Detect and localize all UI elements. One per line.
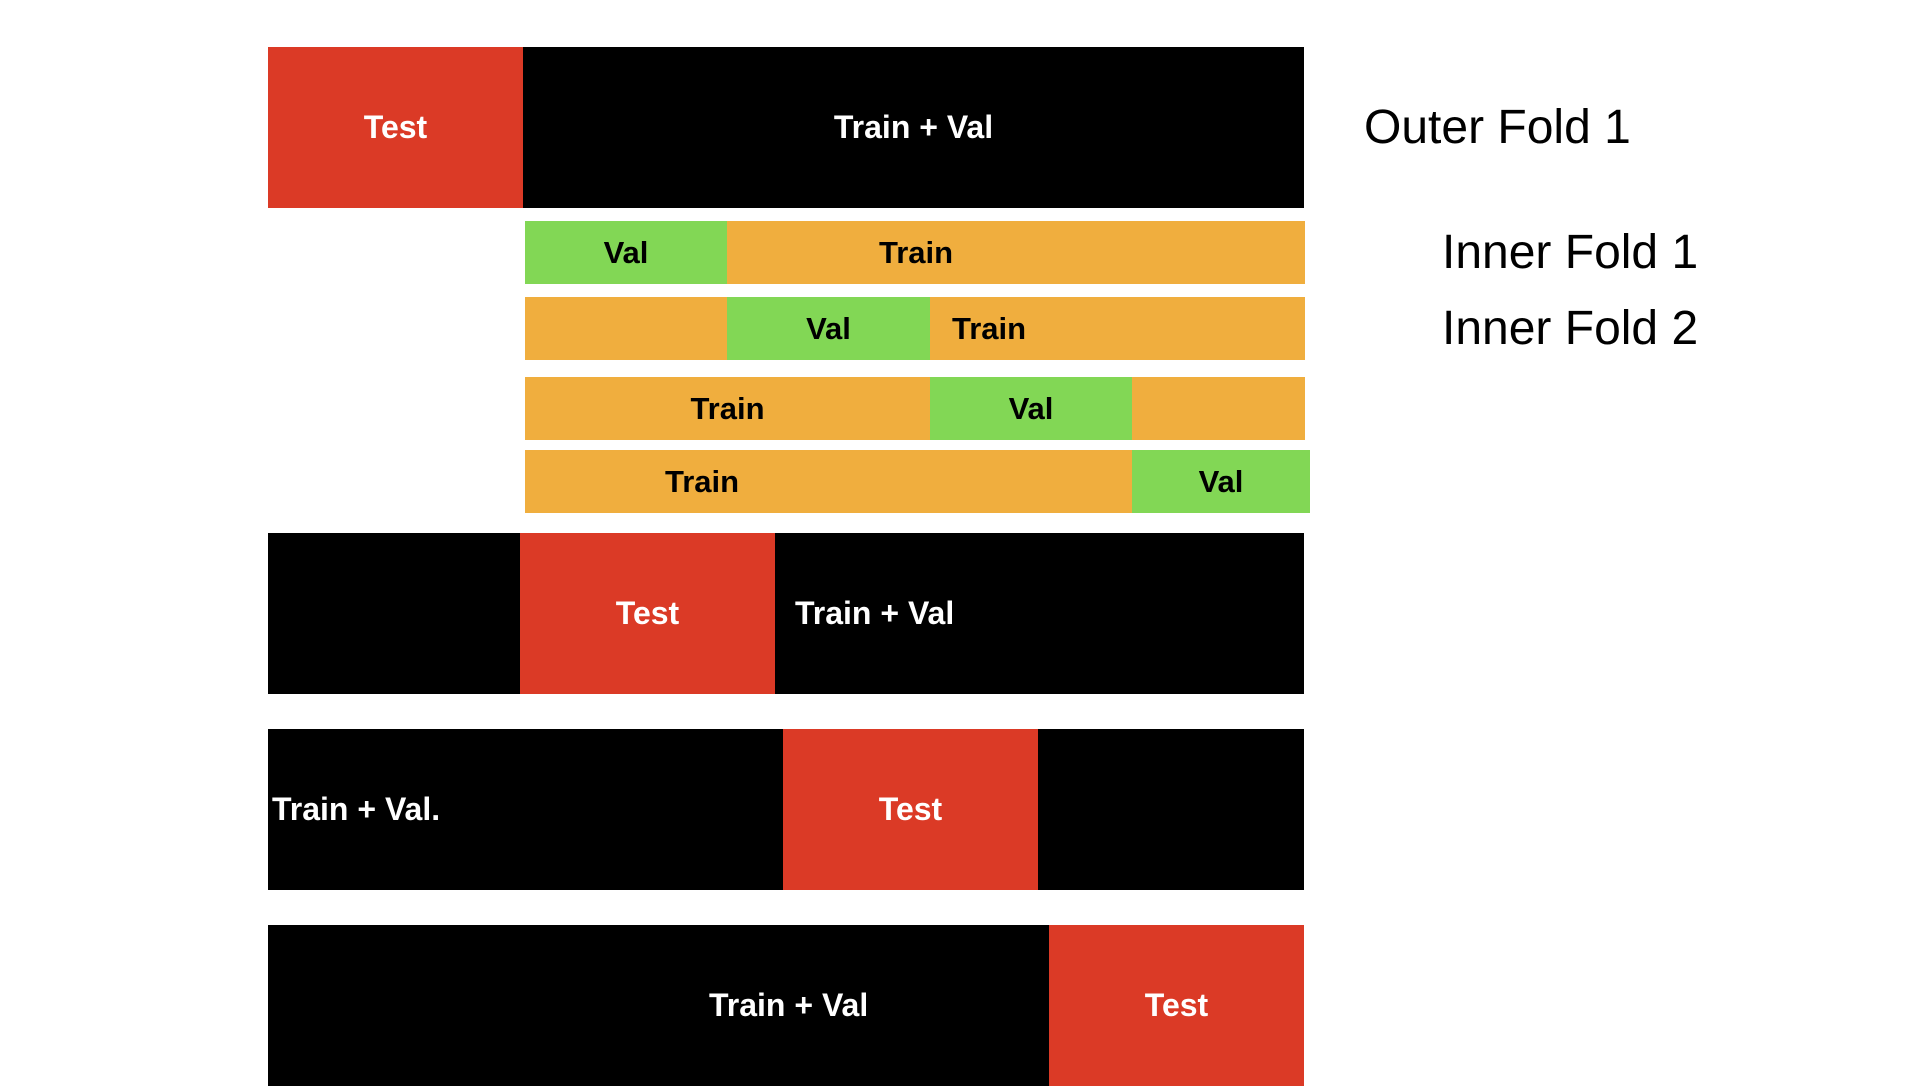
train-label: Train: [665, 463, 740, 499]
outer-fold-1-train-val-block: Train + Val: [523, 47, 1304, 208]
test-label: Test: [878, 791, 943, 827]
test-label: Test: [615, 595, 680, 631]
val-label: Val: [1008, 390, 1054, 426]
inner-fold-3-val-block: Val: [930, 377, 1132, 440]
val-label: Val: [603, 234, 649, 270]
val-label: Val: [806, 310, 851, 346]
outer-fold-3-train-val-right-block: [1038, 729, 1304, 890]
inner-fold-1-val-block: Val: [525, 221, 727, 284]
test-label: Test: [363, 109, 428, 145]
train-val-label: Train + Val: [709, 987, 869, 1023]
train-val-label: Train + Val: [833, 109, 994, 145]
inner-fold-3-train-block: Train: [525, 377, 930, 440]
inner-fold-2-label: Inner Fold 2: [1442, 302, 1699, 355]
inner-fold-4-train-block: Train: [525, 450, 1132, 513]
test-label: Test: [1144, 987, 1209, 1023]
train-label: Train: [690, 390, 765, 426]
inner-fold-2-train-left-block: [525, 297, 727, 360]
outer-fold-4-train-val-block: Train + Val: [268, 925, 1049, 1086]
inner-fold-2-val-block: Val: [727, 297, 930, 360]
inner-fold-4-val-block: Val: [1132, 450, 1310, 513]
outer-fold-2-test-block: Test: [520, 533, 775, 694]
outer-fold-3-test-block: Test: [783, 729, 1038, 890]
outer-fold-4-test-block: Test: [1049, 925, 1304, 1086]
inner-fold-2-train-block: Train: [930, 297, 1305, 360]
train-label: Train: [952, 310, 1027, 346]
inner-fold-1-train-block: Train: [727, 221, 1305, 284]
outer-fold-1-test-block: Test: [268, 47, 523, 208]
outer-fold-2-train-val-left-block: [268, 533, 520, 694]
outer-fold-3-train-val-block: Train + Val.: [268, 729, 783, 890]
train-label: Train: [879, 234, 954, 270]
outer-fold-1-label: Outer Fold 1: [1364, 101, 1631, 154]
val-label: Val: [1198, 463, 1244, 499]
train-val-label: Train + Val: [795, 595, 955, 631]
train-val-label: Train + Val.: [272, 791, 441, 827]
inner-fold-3-train-right-block: [1132, 377, 1305, 440]
outer-fold-2-train-val-block: Train + Val: [775, 533, 1304, 694]
inner-fold-1-label: Inner Fold 1: [1442, 226, 1699, 279]
